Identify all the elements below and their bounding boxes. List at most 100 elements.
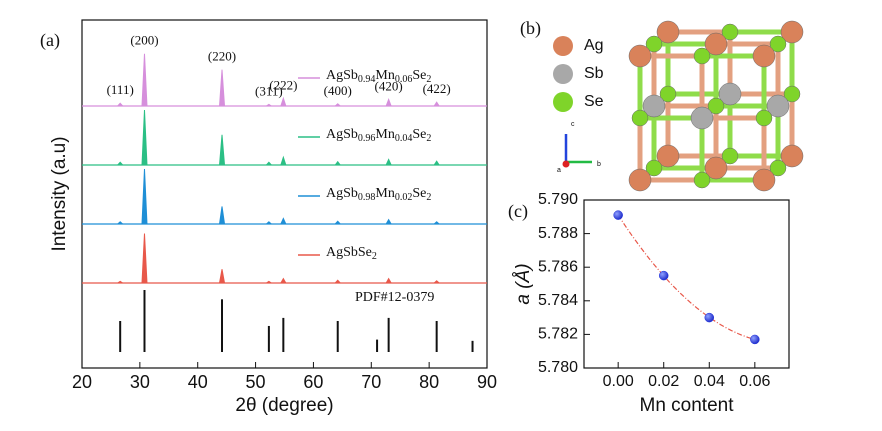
atom xyxy=(656,20,680,44)
axis-arrow xyxy=(562,160,570,168)
peak xyxy=(219,206,226,225)
x-tick-label: 0.00 xyxy=(603,373,634,390)
atom xyxy=(769,35,787,53)
atom xyxy=(766,94,790,118)
atom xyxy=(755,109,773,127)
atom xyxy=(704,156,728,180)
axis-label: b xyxy=(597,161,601,168)
peak xyxy=(334,279,341,284)
atom xyxy=(645,159,663,177)
peak xyxy=(280,96,287,107)
atom xyxy=(721,23,739,41)
peak xyxy=(280,217,287,225)
peak-label: (220) xyxy=(208,49,236,64)
data-point xyxy=(750,334,760,345)
legend-label: AgSb0.98Mn0.02Se2 xyxy=(326,186,431,203)
legend-label: Ag xyxy=(584,37,604,54)
atom xyxy=(780,20,804,44)
data-point xyxy=(658,270,669,281)
x-tick-label: 20 xyxy=(72,372,92,392)
x-axis-title: Mn content xyxy=(640,395,735,416)
atom xyxy=(693,47,711,65)
peak-label: (200) xyxy=(130,33,158,48)
peak xyxy=(219,269,226,284)
peak xyxy=(219,134,226,166)
y-tick-label: 5.788 xyxy=(538,225,578,242)
y-tick-label: 5.786 xyxy=(538,258,578,275)
peak-label: (311) xyxy=(255,83,283,98)
peak xyxy=(266,280,272,284)
peak xyxy=(141,53,148,107)
peak xyxy=(433,160,440,166)
y-tick-label: 5.780 xyxy=(538,359,578,376)
peak xyxy=(117,102,124,107)
legend-swatch xyxy=(553,36,573,56)
atom xyxy=(718,82,742,106)
atom xyxy=(659,85,677,103)
y-tick-label: 5.784 xyxy=(538,292,578,309)
atom xyxy=(752,44,776,68)
peak-label: (111) xyxy=(107,82,134,97)
peak xyxy=(334,103,341,107)
legend-label: AgSb0.96Mn0.04Se2 xyxy=(326,127,431,144)
y-tick-label: 5.782 xyxy=(538,326,578,343)
fit-curve xyxy=(617,214,755,341)
peak xyxy=(266,103,272,107)
peak-label: (222) xyxy=(269,77,297,92)
atom xyxy=(628,44,652,68)
peak-label: (420) xyxy=(375,78,403,93)
x-tick-label: 50 xyxy=(246,372,266,392)
peak xyxy=(117,221,124,225)
axis-label: a xyxy=(557,167,561,174)
peak xyxy=(280,277,287,284)
atom xyxy=(642,94,666,118)
atom xyxy=(693,171,711,189)
atom xyxy=(690,106,714,130)
peak xyxy=(117,280,123,284)
x-axis-title: 2θ (degree) xyxy=(235,395,333,416)
peak xyxy=(266,221,272,225)
peak xyxy=(385,97,392,107)
peak xyxy=(334,160,341,166)
peak xyxy=(266,161,272,166)
peak-label: (422) xyxy=(423,81,451,96)
peak xyxy=(433,280,440,284)
plot-frame xyxy=(583,199,790,369)
x-tick-label: 60 xyxy=(303,372,323,392)
y-axis-title: a (Å) xyxy=(513,263,534,304)
peak xyxy=(141,233,148,284)
data-point xyxy=(704,312,715,323)
peak xyxy=(117,161,124,166)
atom xyxy=(769,159,787,177)
atom xyxy=(721,147,739,165)
axis-label: c xyxy=(571,121,575,128)
peak xyxy=(433,101,440,107)
panel-label: (c) xyxy=(508,201,528,222)
peak xyxy=(385,158,392,166)
atom xyxy=(780,144,804,168)
peak xyxy=(433,221,440,225)
peak-label: (400) xyxy=(324,83,352,98)
y-axis-title: Intensity (a.u) xyxy=(49,136,70,251)
atom xyxy=(645,35,663,53)
panel-label: (b) xyxy=(520,18,541,39)
atom xyxy=(752,168,776,192)
peak xyxy=(280,155,287,166)
data-point xyxy=(613,210,623,220)
x-tick-label: 0.06 xyxy=(739,373,770,390)
y-tick-label: 5.790 xyxy=(538,191,578,208)
panel-label: (a) xyxy=(40,30,60,51)
legend-label: AgSb0.94Mn0.06Se2 xyxy=(326,68,431,85)
crystal-structure xyxy=(628,20,804,192)
peak xyxy=(385,218,392,225)
x-tick-label: 0.04 xyxy=(694,373,725,390)
atom xyxy=(704,32,728,56)
peak xyxy=(334,220,341,225)
atom xyxy=(628,168,652,192)
atom xyxy=(783,85,801,103)
x-tick-label: 40 xyxy=(188,372,208,392)
legend-label: Sb xyxy=(584,65,604,82)
peak xyxy=(141,168,148,225)
atom xyxy=(707,97,725,115)
